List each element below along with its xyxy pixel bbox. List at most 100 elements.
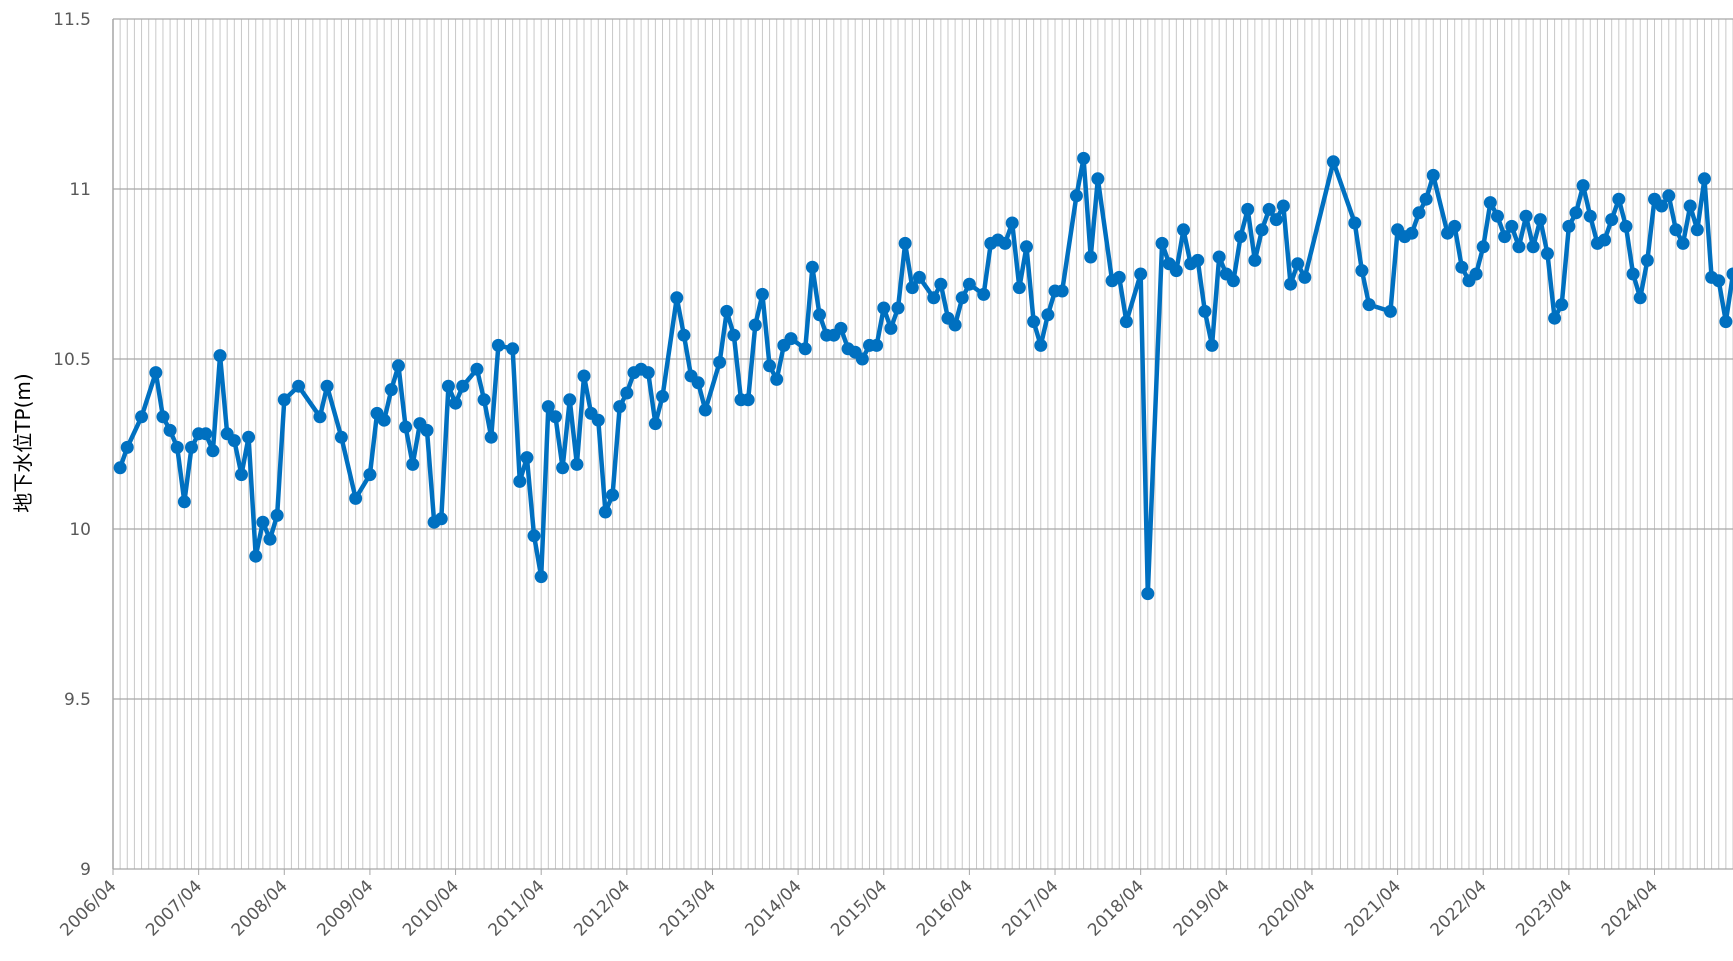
data-point: [548, 410, 562, 424]
data-point: [1262, 202, 1276, 216]
data-point: [1562, 219, 1576, 233]
data-point: [741, 393, 755, 407]
x-tick-label: 2012/04: [570, 876, 634, 940]
data-point: [713, 355, 727, 369]
data-point: [1419, 192, 1433, 206]
data-point: [1640, 253, 1654, 267]
data-point: [1619, 219, 1633, 233]
data-point: [770, 372, 784, 386]
data-point: [813, 308, 827, 322]
data-point: [591, 413, 605, 427]
data-point: [1712, 274, 1726, 288]
data-point: [556, 461, 570, 475]
data-point: [1284, 277, 1298, 291]
data-point: [1348, 216, 1362, 230]
data-point: [962, 277, 976, 291]
data-point: [1005, 216, 1019, 230]
data-point: [977, 287, 991, 301]
data-point: [391, 359, 405, 373]
data-point: [1383, 304, 1397, 318]
data-point: [1276, 199, 1290, 213]
x-tick-label: 2007/04: [142, 876, 206, 940]
data-point: [1034, 338, 1048, 352]
x-tick-label: 2008/04: [228, 876, 292, 940]
data-point: [905, 281, 919, 295]
data-point: [1027, 315, 1041, 329]
data-point: [227, 434, 241, 448]
data-point: [1141, 587, 1155, 601]
data-point: [1055, 284, 1069, 298]
data-point: [484, 430, 498, 444]
data-point: [955, 291, 969, 305]
data-point: [149, 366, 163, 380]
data-point: [563, 393, 577, 407]
data-point: [727, 328, 741, 342]
data-point: [1512, 240, 1526, 254]
data-point: [948, 318, 962, 332]
data-point: [1119, 315, 1133, 329]
data-point: [577, 369, 591, 383]
data-point: [570, 457, 584, 471]
data-point: [1077, 151, 1091, 165]
data-point: [1476, 240, 1490, 254]
y-tick-label: 10: [69, 520, 91, 540]
data-point: [1548, 311, 1562, 325]
data-point: [1669, 223, 1683, 237]
grid: [112, 18, 1733, 870]
data-point: [456, 379, 470, 393]
x-tick-label: 2015/04: [827, 876, 891, 940]
x-tick-label: 2013/04: [656, 876, 720, 940]
data-point: [1726, 267, 1733, 281]
data-point: [1291, 257, 1305, 271]
data-point: [541, 400, 555, 414]
data-point: [648, 417, 662, 431]
data-point: [613, 400, 627, 414]
data-point: [185, 440, 199, 454]
x-tick-label: 2016/04: [913, 876, 977, 940]
data-point: [891, 301, 905, 315]
data-point: [156, 410, 170, 424]
data-point: [1012, 281, 1026, 295]
data-point: [177, 495, 191, 509]
data-point: [1019, 240, 1033, 254]
data-point: [1690, 223, 1704, 237]
data-point: [363, 468, 377, 482]
data-point: [1298, 270, 1312, 284]
x-tick-label: 2018/04: [1084, 876, 1148, 940]
data-point: [1241, 202, 1255, 216]
data-point: [606, 488, 620, 502]
data-point: [698, 403, 712, 417]
data-point: [470, 362, 484, 376]
data-point: [755, 287, 769, 301]
data-point: [1697, 172, 1711, 186]
y-tick-label: 11: [69, 180, 91, 200]
data-point: [898, 236, 912, 250]
data-point: [234, 468, 248, 482]
data-point: [120, 440, 134, 454]
x-tick-label: 2006/04: [56, 876, 120, 940]
y-tick-label: 9: [80, 860, 91, 880]
data-point: [527, 529, 541, 543]
y-tick-label: 11.5: [53, 10, 91, 30]
data-point: [1519, 209, 1533, 223]
x-tick-label: 2023/04: [1512, 876, 1576, 940]
data-point: [534, 570, 548, 584]
data-point: [677, 328, 691, 342]
data-point: [1505, 219, 1519, 233]
data-point: [242, 430, 256, 444]
data-point: [1212, 250, 1226, 264]
y-tick-label: 9.5: [64, 690, 91, 710]
data-point: [1719, 315, 1733, 329]
data-point: [199, 427, 213, 441]
data-point: [1540, 247, 1554, 261]
data-point: [1255, 223, 1269, 237]
x-tick-label: 2021/04: [1341, 876, 1405, 940]
data-point: [1426, 168, 1440, 182]
data-point: [1469, 267, 1483, 281]
data-point: [1676, 236, 1690, 250]
data-point: [434, 512, 448, 526]
data-point: [1605, 213, 1619, 227]
data-point: [855, 352, 869, 366]
x-tick-label: 2019/04: [1170, 876, 1234, 940]
